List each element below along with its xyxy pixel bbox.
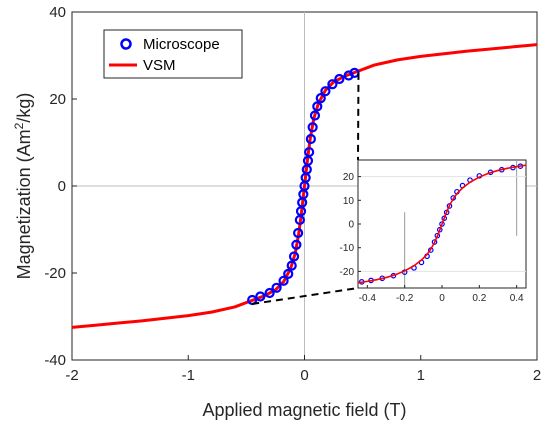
legend-box — [103, 29, 243, 79]
inset-microscope-point — [431, 239, 438, 245]
microscope-point — [334, 73, 345, 85]
inset-y-tick-label: 0 — [348, 220, 354, 231]
microscope-point — [293, 227, 304, 239]
legend-vsm-label: VSM — [143, 57, 176, 74]
microscope-point — [305, 133, 316, 145]
microscope-point — [271, 282, 282, 293]
microscope-point — [309, 110, 321, 121]
inset-x-tick-label: 0 — [439, 293, 445, 304]
microscope-point — [307, 122, 318, 133]
y-tick-label: 40 — [49, 4, 66, 21]
y-tick-label: -40 — [44, 352, 66, 369]
microscope-point — [264, 287, 275, 299]
inset-y-tick-label: 10 — [343, 196, 355, 207]
microscope-point — [278, 275, 289, 286]
y-tick-label: -20 — [44, 265, 66, 282]
microscope-point — [327, 79, 338, 90]
legend-microscope-marker — [120, 38, 132, 50]
microscope-point — [315, 93, 326, 104]
microscope-point — [283, 268, 294, 279]
microscope-point — [288, 251, 300, 262]
inset-y-tick-label: 20 — [343, 172, 355, 183]
inset-x-tick-label: -0.2 — [396, 293, 414, 304]
inset-x-tick-label: 0.4 — [510, 293, 524, 304]
inset-y-tick-label: -20 — [340, 267, 355, 278]
inset-x-tick-label: -0.4 — [359, 293, 377, 304]
microscope-point — [304, 146, 315, 158]
x-tick-label: -2 — [65, 367, 78, 384]
microscope-point — [286, 260, 297, 271]
x-tick-label: 2 — [533, 367, 541, 384]
vsm-series-line — [71, 43, 538, 329]
zoom-connector-lower — [252, 287, 359, 305]
microscope-point — [320, 86, 331, 97]
y-axis-label: Magnetization (Am2/kg) — [12, 93, 34, 280]
microscope-point — [312, 101, 323, 112]
x-tick-label: 1 — [417, 367, 425, 384]
y-tick-label: 20 — [49, 91, 66, 108]
microscope-point — [255, 291, 266, 302]
inset-microscope-point — [446, 203, 453, 209]
y-tick-label: 0 — [58, 178, 66, 195]
legend-microscope-label: Microscope — [143, 36, 220, 53]
legend: Microscope VSM — [103, 29, 243, 79]
x-tick-label: -1 — [182, 367, 195, 384]
microscope-point — [291, 239, 302, 250]
x-axis-label: Applied magnetic field (T) — [202, 400, 406, 420]
inset-x-tick-label: 0.2 — [472, 293, 486, 304]
x-tick-label: 0 — [300, 367, 308, 384]
inset-vsm-series-line — [357, 164, 527, 284]
inset-y-tick-label: -10 — [340, 243, 355, 254]
